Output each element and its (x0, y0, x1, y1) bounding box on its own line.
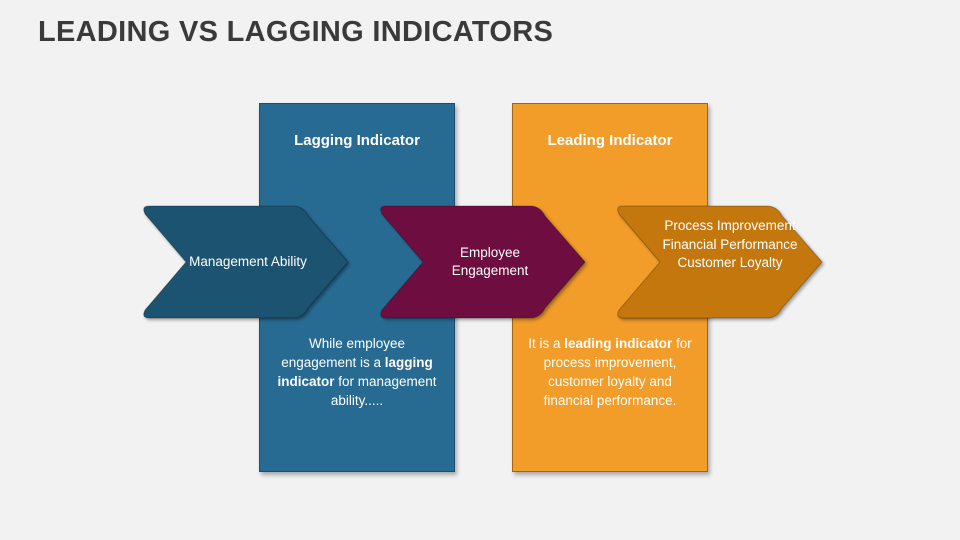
chevron-outcomes: Process Improvement Financial Performance… (640, 189, 820, 301)
bold-segment: leading indicator (564, 336, 673, 351)
leading-description: It is a leading indicator for process im… (523, 334, 697, 410)
chevron-shape (380, 205, 586, 319)
chevron-label: Management Ability (189, 253, 307, 269)
text-segment: While employee engagement is a (281, 336, 406, 370)
chevron-management-ability: Management Ability (158, 206, 338, 318)
bold-segment: lagging indicator (277, 355, 433, 389)
leading-heading: Leading Indicator (547, 132, 673, 149)
chevron-label: Engagement (451, 263, 529, 278)
lagging-heading: Lagging Indicator (294, 132, 420, 149)
chevron-label: Customer Loyalty (677, 255, 783, 271)
text-segment: for management ability..... (330, 374, 437, 408)
chevron-label: Employee (459, 244, 521, 260)
slide-title: LEADING VS LAGGING INDICATORS (38, 16, 554, 48)
chevron-label: Financial Performance (662, 236, 798, 252)
text-segment: It is a (528, 336, 565, 351)
chevron-shape (617, 205, 823, 319)
chevron-employee-engagement: Employee Engagement (395, 206, 585, 318)
chevron-shape (143, 205, 349, 319)
chevron-label: Process Improvement (664, 218, 796, 234)
text-segment: for process improvement, customer loyalt… (543, 336, 692, 408)
lagging-description: While employee engagement is a lagging i… (270, 334, 444, 410)
